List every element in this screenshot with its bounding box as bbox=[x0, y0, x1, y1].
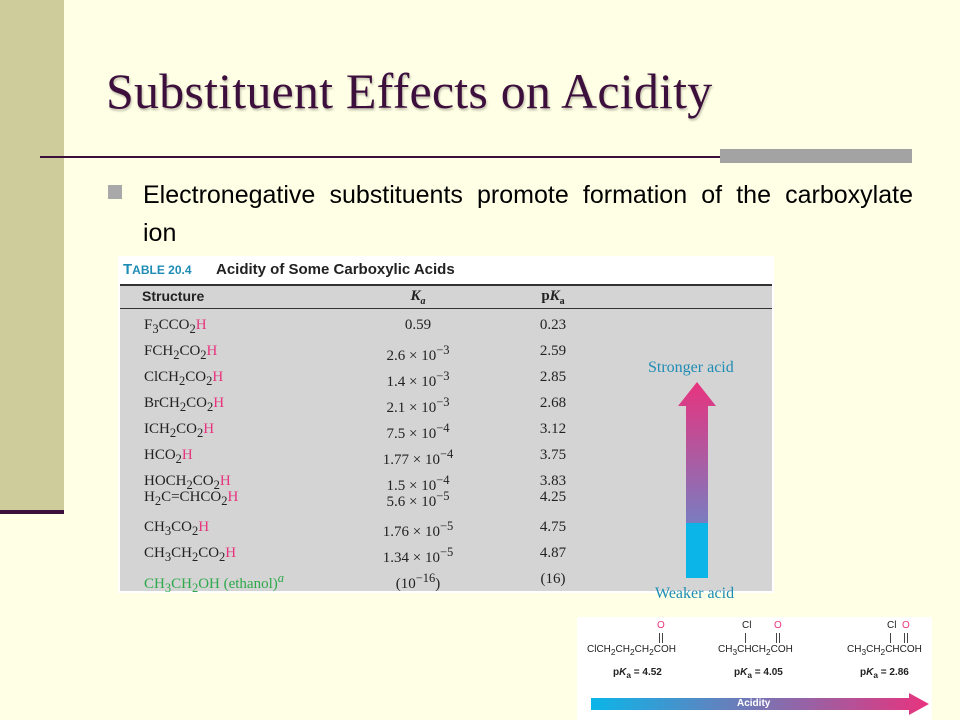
pka-cell: (16) bbox=[540, 571, 566, 587]
weaker-acid-label: Weaker acid bbox=[655, 585, 735, 602]
structure-cell: CH3CH2CO2H bbox=[144, 545, 237, 564]
ka-cell: 1.34 × 10−5 bbox=[382, 545, 454, 566]
molecule-formula: CH3CHCH2COH bbox=[718, 644, 793, 657]
double-bond bbox=[659, 633, 660, 643]
table-row: BrCH2CO2H 2.1 × 10−3 2.68 bbox=[120, 395, 620, 417]
table-row: CH3CH2OH (ethanol)a (10−16) (16) bbox=[120, 571, 620, 595]
ka-cell: 5.6 × 10−5 bbox=[386, 489, 450, 510]
pka-label: pKa = 2.86 bbox=[860, 667, 909, 680]
structure-cell: BrCH2CO2H bbox=[144, 395, 225, 414]
pka-cell: 4.25 bbox=[539, 489, 567, 505]
pka-cell: 2.59 bbox=[539, 343, 567, 359]
acidity-arrow bbox=[678, 382, 716, 578]
ka-cell: 2.6 × 10−3 bbox=[386, 343, 450, 364]
ka-cell: (10−16) bbox=[395, 571, 441, 592]
pka-label: pKa = 4.05 bbox=[734, 667, 783, 680]
acidity-table-figure: TABLE 20.4 Acidity of Some Carboxylic Ac… bbox=[118, 256, 774, 602]
table-row: F3CCO2H 0.59 0.23 bbox=[120, 317, 620, 339]
pka-label: pKa = 4.52 bbox=[613, 667, 662, 680]
structure-cell: F3CCO2H bbox=[144, 317, 207, 336]
molecule-formula: ClCH2CH2CH2COH bbox=[587, 644, 676, 657]
header-structure: Structure bbox=[142, 288, 205, 304]
ka-cell: 1.76 × 10−5 bbox=[382, 519, 454, 540]
double-bond bbox=[662, 633, 663, 643]
header-ka-subscript: a bbox=[420, 296, 426, 307]
table-row: HCO2H 1.77 × 10−4 3.75 bbox=[120, 447, 620, 469]
pka-cell: 2.85 bbox=[539, 369, 567, 385]
pka-cell: 4.75 bbox=[539, 519, 567, 535]
structure-cell: HCO2H bbox=[144, 447, 193, 466]
table-row: HOCH2CO2H 1.5 × 10−4 3.83 bbox=[120, 473, 620, 495]
slide-title: Substituent Effects on Acidity bbox=[106, 63, 713, 119]
bullet-text: Electronegative substituents promote for… bbox=[143, 181, 913, 247]
header-pka: pKa bbox=[541, 288, 565, 307]
table-row: CH3CO2H 1.76 × 10−5 4.75 bbox=[120, 519, 620, 541]
table-row: ClCH2CO2H 1.4 × 10−3 2.85 bbox=[120, 369, 620, 391]
structure-cell: H2C=CHCO2H bbox=[144, 489, 239, 508]
table-body: Structure Ka pKa F3CCO2H 0.59 0.23 FCH2C… bbox=[120, 284, 772, 602]
table-rule-head bbox=[120, 308, 772, 309]
carbonyl-o-label: O bbox=[902, 620, 910, 631]
table-row: FCH2CO2H 2.6 × 10−3 2.59 bbox=[120, 343, 620, 365]
ka-cell: 1.5 × 10−4 bbox=[386, 473, 450, 494]
bullet-marker bbox=[108, 185, 122, 199]
table-row: H2C=CHCO2H 5.6 × 10−5 4.25 bbox=[120, 489, 620, 511]
ka-cell: 1.77 × 10−4 bbox=[382, 447, 454, 468]
ka-cell: 2.1 × 10−3 bbox=[386, 395, 450, 416]
structure-cell: ICH2CO2H bbox=[144, 421, 215, 440]
ka-cell: 0.59 bbox=[404, 317, 432, 333]
table-caption-title: Acidity of Some Carboxylic Acids bbox=[216, 261, 455, 278]
ka-cell: 1.4 × 10−3 bbox=[386, 369, 450, 390]
double-bond bbox=[779, 633, 780, 643]
pka-cell: 0.23 bbox=[539, 317, 567, 333]
pka-cell: 3.83 bbox=[539, 473, 567, 489]
carbonyl-o-label: O bbox=[774, 620, 782, 631]
chloro-substituent: Cl bbox=[742, 620, 752, 631]
ka-cell: 7.5 × 10−4 bbox=[386, 421, 450, 442]
pka-cell: 4.87 bbox=[539, 545, 567, 561]
pka-cell: 3.12 bbox=[539, 421, 567, 437]
left-accent-bar-foot bbox=[0, 510, 64, 514]
single-bond bbox=[890, 633, 891, 643]
structure-cell: HOCH2CO2H bbox=[144, 473, 231, 492]
double-bond bbox=[904, 633, 905, 643]
molecule-formula: CH3CH2CHCOH bbox=[847, 644, 922, 657]
pka-cell: 2.68 bbox=[539, 395, 567, 411]
title-rule bbox=[40, 156, 912, 158]
table-caption-label: TABLE 20.4 bbox=[123, 261, 192, 278]
table-row: CH3CH2CO2H 1.34 × 10−5 4.87 bbox=[120, 545, 620, 567]
double-bond bbox=[776, 633, 777, 643]
acidity-arrow-label: Acidity bbox=[737, 698, 771, 709]
stronger-acid-label: Stronger acid bbox=[648, 359, 734, 376]
header-ka-symbol: K bbox=[410, 288, 421, 304]
acidity-direction-arrow bbox=[591, 693, 929, 715]
single-bond bbox=[745, 633, 746, 643]
title-rule-block bbox=[720, 149, 912, 163]
pka-cell: 3.75 bbox=[539, 447, 567, 463]
structure-cell: FCH2CO2H bbox=[144, 343, 218, 362]
table-row: ICH2CO2H 7.5 × 10−4 3.12 bbox=[120, 421, 620, 443]
acidity-inset-figure: O ClCH2CH2CH2COH pKa = 4.52 Cl O CH3CHCH… bbox=[577, 617, 932, 720]
left-accent-bar bbox=[0, 0, 64, 513]
double-bond bbox=[907, 633, 908, 643]
table-rule-top bbox=[120, 284, 772, 286]
structure-cell: ClCH2CO2H bbox=[144, 369, 224, 388]
carbonyl-o-label: O bbox=[657, 620, 665, 631]
header-ka: Ka bbox=[383, 288, 453, 307]
chloro-substituent: Cl bbox=[887, 620, 897, 631]
structure-cell: CH3CH2OH (ethanol)a bbox=[144, 571, 284, 595]
structure-cell: CH3CO2H bbox=[144, 519, 210, 538]
